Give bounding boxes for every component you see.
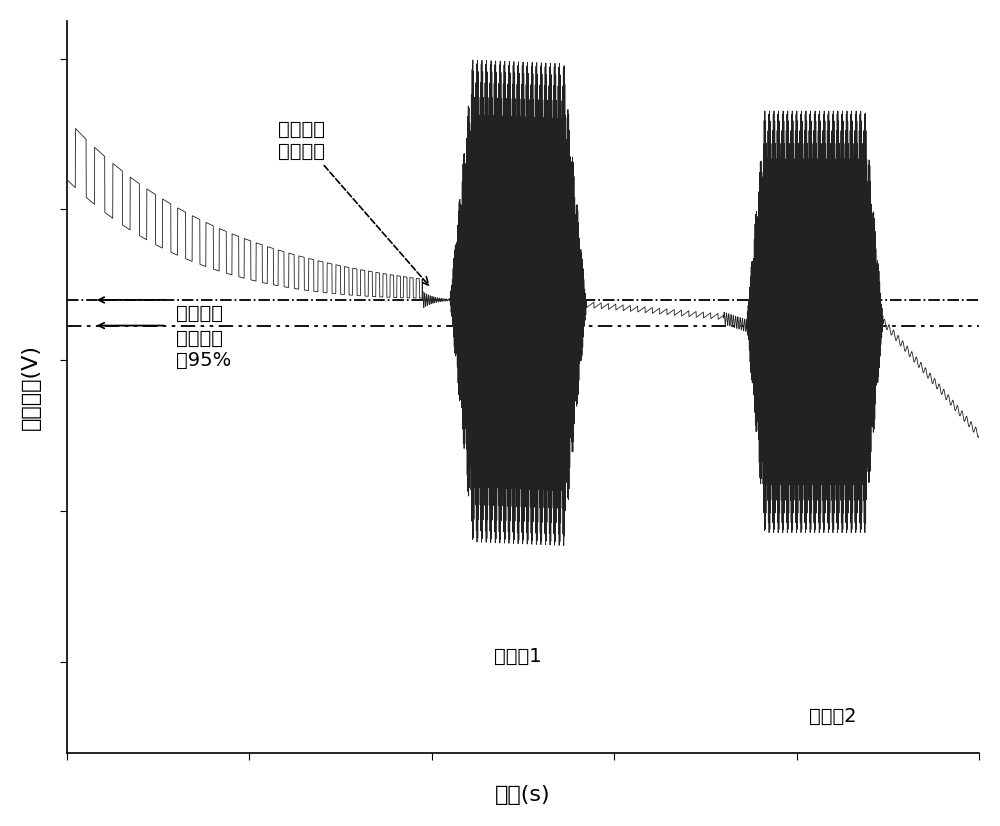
Y-axis label: 电堆电压(V): 电堆电压(V) — [21, 344, 41, 430]
Text: 采样点2: 采样点2 — [809, 707, 857, 726]
X-axis label: 时间(s): 时间(s) — [495, 786, 551, 805]
Text: 初始电压: 初始电压 — [176, 304, 223, 323]
Text: 阳极排气
阀门关闭: 阳极排气 阀门关闭 — [278, 120, 429, 285]
Text: 初始电压
的95%: 初始电压 的95% — [176, 330, 231, 370]
Text: 采样点1: 采样点1 — [494, 647, 542, 666]
